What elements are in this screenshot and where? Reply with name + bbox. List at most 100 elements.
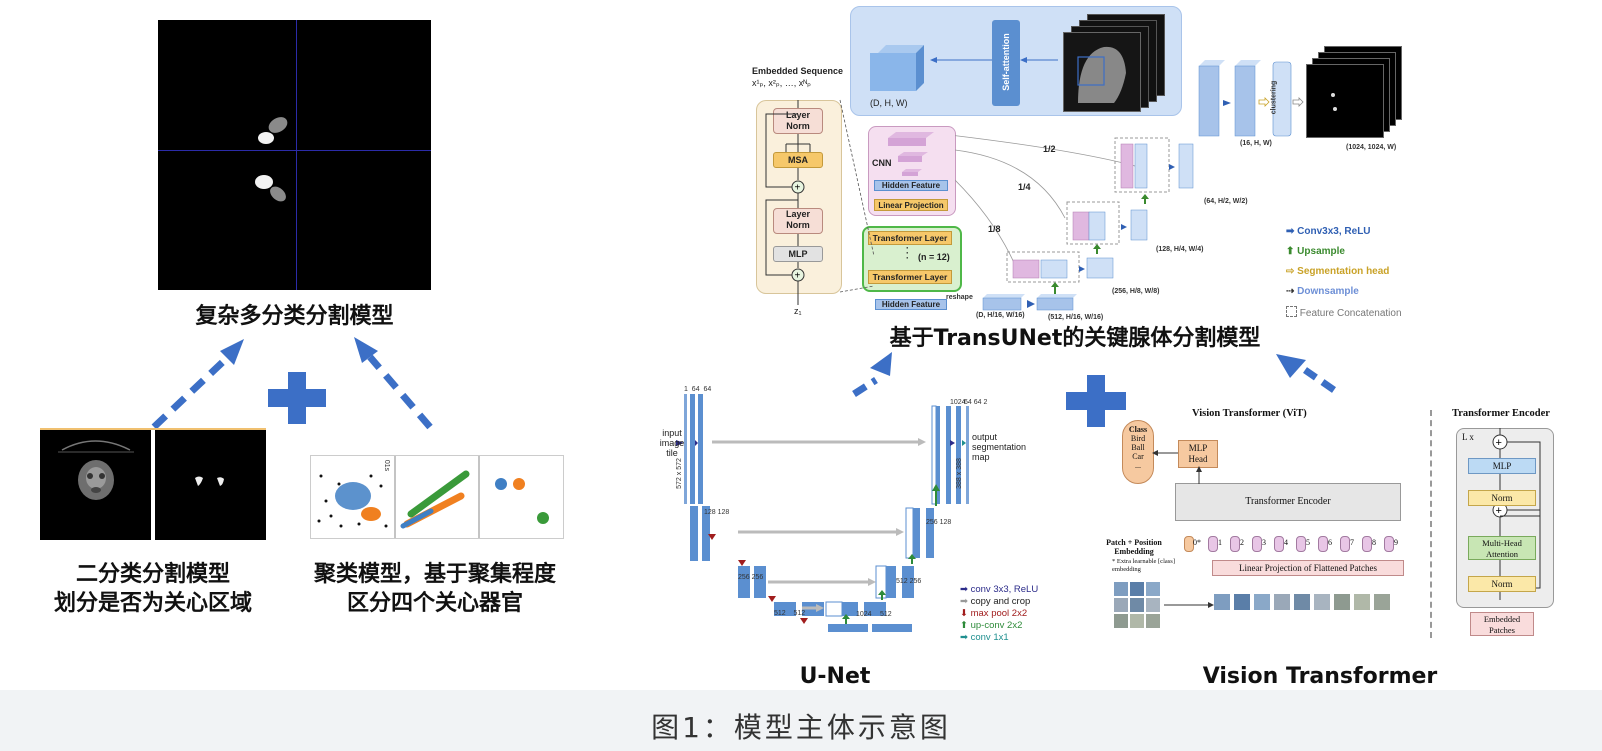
- zoom-connectors: [839, 99, 875, 293]
- ct-scan-image: [40, 428, 151, 540]
- token-label: 9: [1394, 538, 1398, 547]
- crosshair-horizontal: [158, 150, 431, 151]
- unet-channels-out2: 64 64 2: [964, 399, 988, 406]
- gray-arrow-icon: ➡: [960, 596, 968, 607]
- encoder-embedded-patches-box: Embedded Patches: [1470, 612, 1534, 636]
- token-label: 2: [1240, 538, 1244, 547]
- plus-icon: [268, 372, 326, 424]
- dim-d16: (D, H/16, W/16): [976, 312, 1025, 319]
- transunet-title: 基于TransUNet的关键腺体分割模型: [889, 326, 1261, 351]
- skip-1-2: 1/2: [1043, 144, 1056, 154]
- cnn-label: CNN: [872, 158, 892, 168]
- unet-output-label: output segmentation map: [972, 432, 1027, 462]
- encoder-title: Transformer Encoder: [1452, 408, 1550, 419]
- legend-upsample: ⬆ Upsample: [1286, 246, 1345, 257]
- cluster-points-1: [317, 474, 388, 528]
- unet-legend-conv1x1: ➡ conv 1x1: [960, 632, 1009, 643]
- dim-d16hw: (16, H, W): [1240, 140, 1272, 147]
- token-embed: [1318, 536, 1328, 552]
- token-embed: [1362, 536, 1372, 552]
- unet-channels-1024: 1024: [856, 611, 872, 618]
- reshape-label: reshape: [946, 294, 973, 301]
- unet-legend-maxpool: ⬇ max pool 2x2: [960, 608, 1028, 619]
- msa-box: MSA: [773, 152, 823, 168]
- token-cls: [1184, 536, 1194, 552]
- unet-channels-dec256: 512 256: [896, 578, 922, 585]
- unet-channels-dec128: 256 128: [926, 519, 952, 526]
- class-box: Class Bird Ball Car ...: [1122, 420, 1154, 484]
- unet-legend-copy: ➡ copy and crop: [960, 596, 1031, 607]
- token-embed: [1252, 536, 1262, 552]
- binary-title-line2: 划分是否为关心区域: [53, 591, 252, 616]
- unet-legend-conv: ➡ conv 3x3, ReLU: [960, 584, 1039, 595]
- token-label: 7: [1350, 538, 1354, 547]
- mlp-head-box: MLP Head: [1178, 440, 1218, 468]
- binary-mask-image: [155, 428, 266, 540]
- skip-1-8: 1/8: [988, 224, 1001, 234]
- class-item: ...: [1135, 461, 1141, 470]
- multiclass-segmentation-image: [158, 20, 431, 290]
- legend-conv: ➡ Conv3x3, ReLU: [1286, 226, 1371, 237]
- unet-size-out: 388 x 388: [955, 458, 963, 489]
- dim-d64: (64, H/2, W/2): [1204, 198, 1248, 205]
- unet-channels-top: 1 64 64: [684, 386, 712, 393]
- vit-divider: [1430, 410, 1432, 638]
- token-embed: [1208, 536, 1218, 552]
- cluster-points-3: [495, 478, 549, 524]
- right-arrow-icon: ➡: [1286, 226, 1295, 237]
- extra-note: * Extra learnable [class] embedding: [1112, 558, 1175, 573]
- cnn-layers-icon: [888, 132, 934, 176]
- legend-downsample: ⇢ Downsample: [1286, 286, 1359, 297]
- unet-size-1: 572 x 572: [675, 458, 683, 489]
- hollow-arrow-icon: ⇨: [1286, 266, 1295, 277]
- encoder-to-mlp-arrow: [1196, 466, 1202, 484]
- token-label: 5: [1306, 538, 1310, 547]
- token-label: 8: [1372, 538, 1376, 547]
- transunet-legend: ➡ Conv3x3, ReLU ⬆ Upsample ⇨ Segmentatio…: [1286, 226, 1426, 322]
- self-attention-label: Self-attention: [1001, 33, 1011, 91]
- linear-projection-box: Linear Projection: [874, 199, 948, 211]
- class-item: Bird: [1130, 434, 1146, 443]
- attention-arrow-left: [930, 57, 992, 63]
- unet-input-label: input image tile: [659, 428, 685, 458]
- down-arrow-icon: ⬇: [960, 608, 968, 619]
- binary-title-line1: 二分类分割模型: [75, 562, 230, 587]
- layer-norm-box-1: Layer Norm: [773, 108, 823, 134]
- encoder-attention-box: Multi-Head Attention: [1468, 536, 1536, 560]
- cluster-scatter-plots: 01s: [310, 455, 564, 539]
- svg-text:+: +: [795, 271, 801, 282]
- dim-d512: (512, H/16, W/16): [1048, 314, 1104, 321]
- unet-channels-512: 512 512: [774, 610, 806, 617]
- token-embed: [1296, 536, 1306, 552]
- transformer-block-arrows: + +: [765, 100, 811, 305]
- encoder-norm-box-2: Norm: [1468, 576, 1536, 592]
- unet-legend-upconv: ⬆ up-conv 2x2: [960, 620, 1023, 631]
- clustering-label: clustering: [1270, 80, 1278, 115]
- vertical-dots: · · ·: [906, 243, 909, 263]
- unet-channels-256: 256 256: [738, 574, 764, 581]
- patch-embedding-label: Patch + Position Embedding: [1106, 538, 1162, 556]
- encoder-norm-box-1: Norm: [1468, 490, 1536, 506]
- class-item: Car: [1132, 452, 1144, 461]
- unet-channels-dec512: 512: [880, 611, 892, 618]
- token-row: 0* 1 2 3 4 5 6 7 8 9: [1184, 536, 1404, 556]
- lx-label: L x: [1462, 432, 1474, 442]
- cluster-axis-label: 01s: [383, 459, 391, 472]
- n-layers-label: (n = 12): [918, 252, 950, 262]
- unet-channels-128: 128 128: [704, 509, 730, 516]
- dhw-cube: [870, 45, 924, 91]
- legend-seghead: ⇨ Segmentation head: [1286, 266, 1390, 277]
- token-label: 6: [1328, 538, 1332, 547]
- teal-arrow-icon: ➡: [960, 632, 968, 643]
- encoder-detail-arrows: + +: [1492, 428, 1541, 600]
- unet-channels-out: 1024: [950, 399, 966, 406]
- mlp-box: MLP: [773, 246, 823, 262]
- upper-decoder-blocks: [1198, 60, 1304, 137]
- vit-label: Vision Transformer (ViT): [1192, 408, 1307, 419]
- embedded-sequence-label: Embedded Sequence: [752, 66, 844, 76]
- crosshair-vertical: [296, 20, 297, 290]
- patches-arrow: [1164, 602, 1214, 608]
- linear-projection-box: Linear Projection of Flattened Patches: [1212, 560, 1404, 576]
- legend-concat: Feature Concatenation: [1286, 306, 1402, 319]
- token-label: 4: [1284, 538, 1288, 547]
